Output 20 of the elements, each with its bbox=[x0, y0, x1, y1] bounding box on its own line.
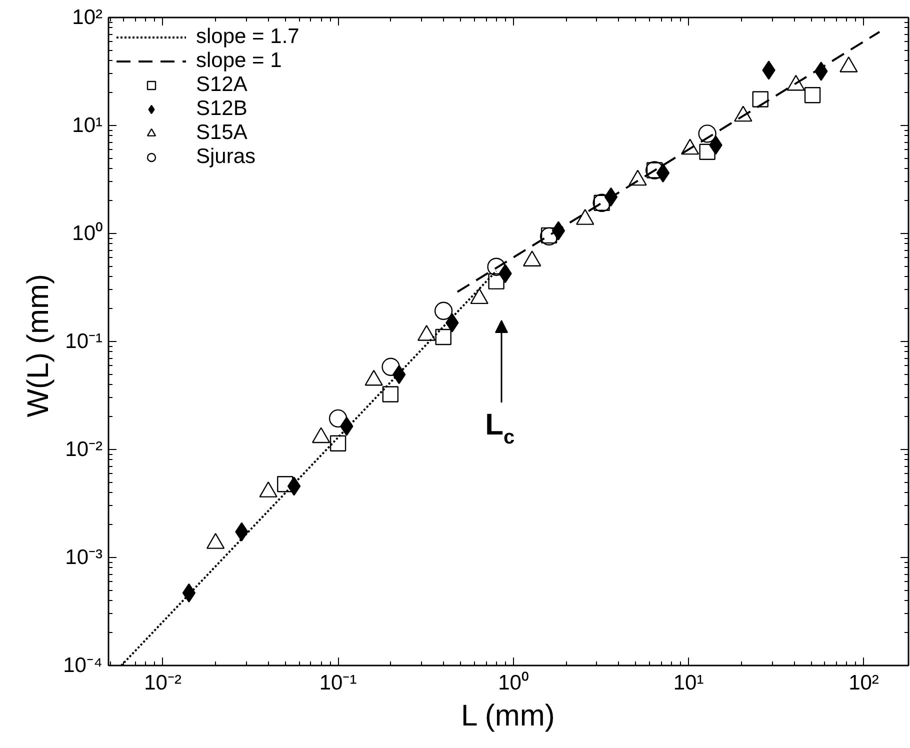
legend-label: S12A bbox=[196, 73, 248, 97]
x-tick-label: 10¹ bbox=[673, 672, 704, 694]
legend-label: slope = 1 bbox=[196, 49, 282, 73]
y-tick-label: 10¹ bbox=[72, 114, 103, 137]
legend-label: S12B bbox=[196, 97, 248, 121]
y-tick-label: 10² bbox=[72, 6, 103, 29]
x-axis-title: L (mm) bbox=[461, 700, 555, 732]
y-axis-title: W(L) (mm) bbox=[22, 274, 56, 418]
y-tick-label: 10⁻³ bbox=[65, 546, 103, 569]
y-tick-label: 10⁻² bbox=[65, 438, 103, 461]
legend-label: Sjuras bbox=[196, 145, 256, 169]
y-tick-label: 10⁻¹ bbox=[65, 330, 103, 353]
legend-label: S15A bbox=[196, 121, 248, 145]
x-tick-label: 10⁰ bbox=[498, 672, 528, 694]
x-tick-label: 10⁻¹ bbox=[319, 672, 357, 694]
legend-label: slope = 1.7 bbox=[196, 25, 300, 49]
x-tick-label: 10⁻² bbox=[144, 672, 182, 694]
y-tick-label: 10⁻⁴ bbox=[63, 654, 103, 677]
y-tick-label: 10⁰ bbox=[72, 222, 102, 245]
x-tick-label: 10² bbox=[848, 672, 879, 694]
